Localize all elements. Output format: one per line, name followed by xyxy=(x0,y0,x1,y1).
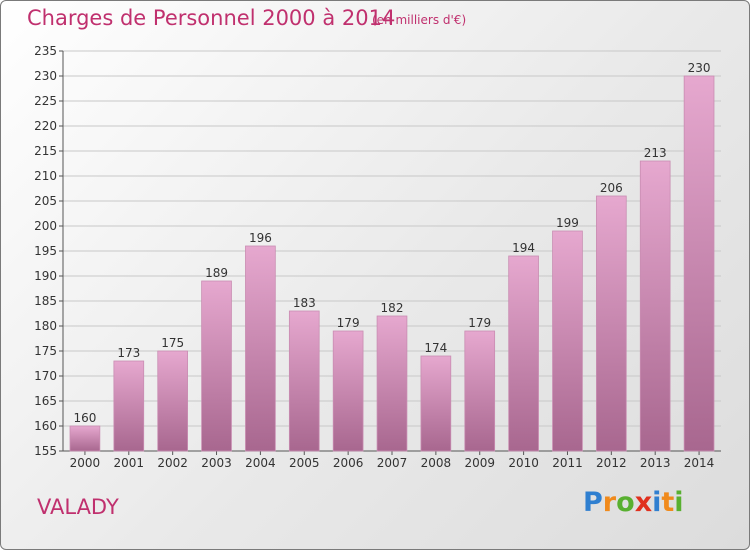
x-tick-label: 2004 xyxy=(245,456,276,470)
labels: 155 160 165 170 175 180 185 190 195 200 205 210 215 2… xyxy=(34,44,714,470)
logo-letter: o xyxy=(616,487,635,518)
x-tick-label: 2012 xyxy=(596,456,627,470)
x-tick-label: 2008 xyxy=(421,456,452,470)
bar-value-label: 179 xyxy=(468,316,491,330)
bar-value-label: 213 xyxy=(644,146,667,160)
x-tick-label: 2007 xyxy=(377,456,408,470)
bar xyxy=(113,360,145,452)
bar xyxy=(288,310,320,452)
logo-letter: i xyxy=(674,487,684,518)
x-tick-label: 2000 xyxy=(70,456,101,470)
logo-letter: P xyxy=(583,487,603,518)
bar-value-label: 173 xyxy=(117,346,140,360)
proxiti-logo[interactable]: Proxiti xyxy=(583,487,684,518)
x-tick-label: 2014 xyxy=(684,456,715,470)
x-tick-label: 2001 xyxy=(114,456,145,470)
bar-value-label: 179 xyxy=(337,316,360,330)
chart-title: Charges de Personnel 2000 à 2014 xyxy=(27,6,396,30)
bar xyxy=(245,245,276,452)
y-tick-label: 195 xyxy=(34,244,57,258)
bar-value-label: 174 xyxy=(424,341,447,355)
y-tick-label: 190 xyxy=(34,269,57,283)
y-tick-label: 210 xyxy=(34,169,57,183)
y-tick-label: 215 xyxy=(34,144,57,158)
city-name: VALADY xyxy=(37,495,119,519)
bar-value-label: 230 xyxy=(688,61,711,75)
bar xyxy=(157,350,188,452)
y-tick-label: 155 xyxy=(34,444,57,458)
y-tick-label: 170 xyxy=(34,369,57,383)
logo-letter: x xyxy=(634,487,653,518)
y-tick-label: 225 xyxy=(34,94,57,108)
bar xyxy=(464,330,496,452)
bar xyxy=(683,75,715,452)
bar xyxy=(552,230,583,452)
x-tick-label: 2006 xyxy=(333,456,364,470)
y-tick-label: 205 xyxy=(34,194,57,208)
x-tick-label: 2005 xyxy=(289,456,320,470)
bar xyxy=(420,355,452,452)
y-tick-label: 185 xyxy=(34,294,57,308)
bar xyxy=(376,315,408,452)
bar-value-label: 175 xyxy=(161,336,184,350)
y-tick-label: 235 xyxy=(34,44,57,58)
y-tick-label: 160 xyxy=(34,419,57,433)
bar-value-label: 199 xyxy=(556,216,579,230)
y-tick-label: 165 xyxy=(34,394,57,408)
bar xyxy=(639,160,671,452)
bar xyxy=(332,330,364,452)
bar xyxy=(596,195,627,452)
bar-value-label: 189 xyxy=(205,266,228,280)
x-tick-label: 2010 xyxy=(508,456,539,470)
bar-value-label: 183 xyxy=(293,296,316,310)
y-tick-label: 220 xyxy=(34,119,57,133)
y-tick-label: 230 xyxy=(34,69,57,83)
logo-letter: r xyxy=(602,487,617,518)
bar-value-label: 206 xyxy=(600,181,623,195)
x-tick-label: 2003 xyxy=(201,456,232,470)
x-tick-label: 2011 xyxy=(552,456,583,470)
y-tick-label: 200 xyxy=(34,219,57,233)
logo-letter: t xyxy=(661,487,675,518)
bar-value-label: 160 xyxy=(73,411,96,425)
bar-value-label: 194 xyxy=(512,241,535,255)
bar-value-label: 182 xyxy=(381,301,404,315)
x-tick-label: 2013 xyxy=(640,456,671,470)
x-tick-label: 2002 xyxy=(157,456,188,470)
bar xyxy=(69,425,101,452)
x-tick-label: 2009 xyxy=(464,456,495,470)
bar xyxy=(508,255,539,452)
logo-letter: i xyxy=(652,487,662,518)
chart-subtitle: (en milliers d'€) xyxy=(372,13,467,27)
bars xyxy=(69,75,715,452)
bar xyxy=(201,280,232,452)
bar-value-label: 196 xyxy=(249,231,272,245)
y-tick-label: 175 xyxy=(34,344,57,358)
y-tick-label: 180 xyxy=(34,319,57,333)
